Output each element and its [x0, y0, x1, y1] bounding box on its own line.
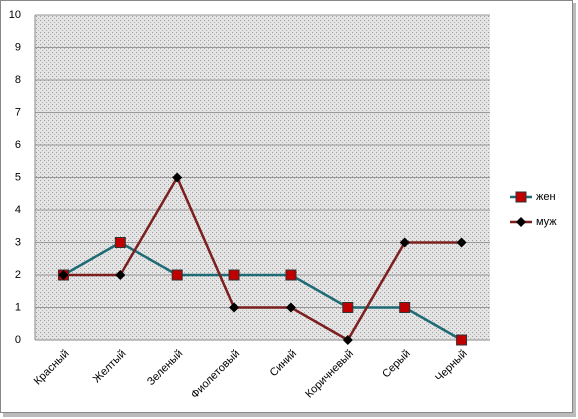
legend-label: муж — [536, 216, 557, 228]
y-tick-label: 10 — [9, 9, 21, 21]
marker — [516, 217, 526, 227]
marker — [456, 237, 467, 248]
y-tick-label: 5 — [15, 171, 21, 183]
marker — [228, 269, 240, 281]
y-tick-label: 2 — [15, 269, 21, 281]
y-tick-label: 4 — [15, 204, 21, 216]
marker — [285, 302, 296, 313]
y-tick-label: 1 — [15, 301, 21, 313]
marker — [342, 335, 353, 345]
marker — [114, 237, 126, 248]
marker — [115, 270, 126, 280]
marker — [229, 302, 240, 313]
y-tick-label: 7 — [15, 106, 21, 118]
marker — [399, 302, 411, 313]
y-tick-label: 3 — [15, 236, 21, 248]
marker — [172, 172, 183, 183]
y-tick-label: 8 — [15, 74, 21, 86]
marker — [456, 334, 468, 346]
y-tick-label: 9 — [15, 41, 21, 53]
series-line — [62, 241, 463, 342]
marker — [515, 191, 527, 203]
legend-label: жен — [536, 191, 556, 203]
marker — [399, 237, 410, 248]
marker — [171, 269, 183, 281]
series-line — [63, 174, 462, 342]
marker — [58, 270, 69, 280]
y-tick-label: 0 — [15, 334, 21, 346]
marker — [285, 269, 297, 281]
y-tick-label: 6 — [15, 139, 21, 151]
marker — [342, 302, 354, 313]
